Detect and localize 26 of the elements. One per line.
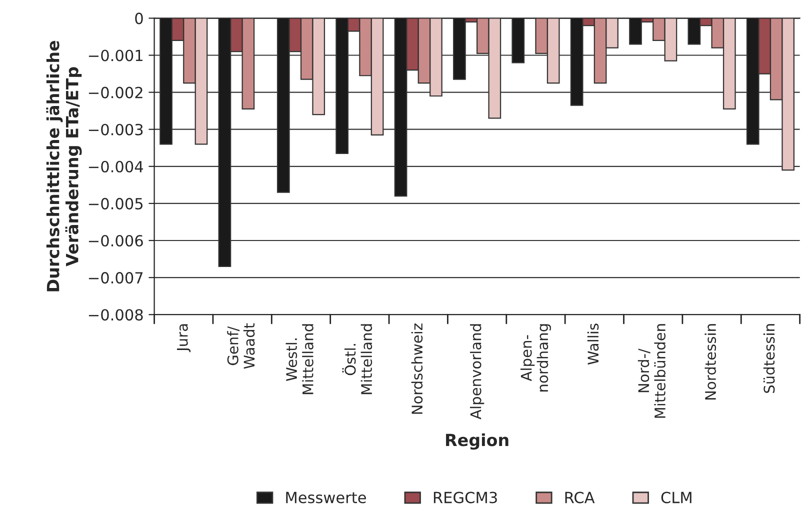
y-tick-label: −0.007 [88, 272, 143, 284]
y-tick-label: −0.003 [88, 124, 143, 136]
y-axis-title: Durchschnittliche jährliche Veränderung ETa/ETp [46, 40, 82, 292]
x-tick-label: Nordtessin [704, 324, 716, 400]
y-tick-label: −0.005 [88, 198, 143, 210]
legend-label: Messwerte [286, 492, 366, 504]
x-tick-label: Alpen- nordhang [520, 324, 551, 392]
y-tick-label: −0.006 [88, 234, 143, 247]
x-tick-label: Nord-/ Mittelbünden [638, 324, 666, 418]
x-tick-label: Südtessin [763, 324, 775, 393]
x-tick-label: Jura [177, 324, 191, 352]
x-axis-title: Region [446, 433, 508, 450]
x-tick-label: Genf/ Waadt [227, 323, 255, 369]
legend-label: REGCM3 [434, 492, 497, 504]
legend-label: RCA [565, 492, 595, 504]
x-tick-label: Östl. Mittelland [342, 324, 372, 394]
y-tick-label: −0.008 [88, 309, 143, 321]
x-tick-label: Westl. Mittelland [286, 324, 314, 394]
x-tick-label: Nordschweiz [411, 324, 423, 414]
y-tick-label: 0 [135, 12, 143, 24]
legend-label: CLM [661, 492, 692, 504]
x-tick-label: Alpenvorland [470, 324, 484, 420]
x-tick-label: Wallis [587, 324, 599, 365]
y-tick-label: −0.001 [88, 50, 142, 62]
y-tick-label: −0.002 [88, 86, 142, 98]
y-tick-label: −0.004 [88, 160, 144, 172]
